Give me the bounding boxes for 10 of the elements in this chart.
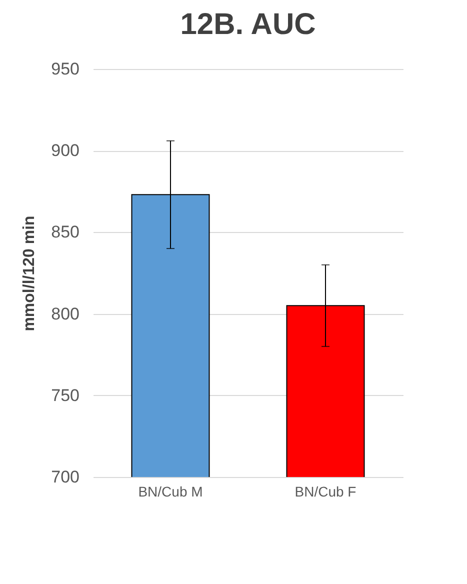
x-tick-label: BN/Cub F <box>294 484 356 500</box>
y-axis-title: mmol/l/120 min <box>21 216 38 332</box>
y-tick-label: 950 <box>51 60 80 78</box>
y-tick-label: 900 <box>51 141 80 160</box>
x-tick-label: BN/Cub M <box>138 484 203 500</box>
y-tick-label: 800 <box>51 304 80 324</box>
chart-title: 12B. AUC <box>180 8 316 41</box>
y-tick-label: 850 <box>51 222 80 242</box>
y-tick-label: 750 <box>51 386 80 405</box>
y-tick-label: 700 <box>51 468 80 486</box>
